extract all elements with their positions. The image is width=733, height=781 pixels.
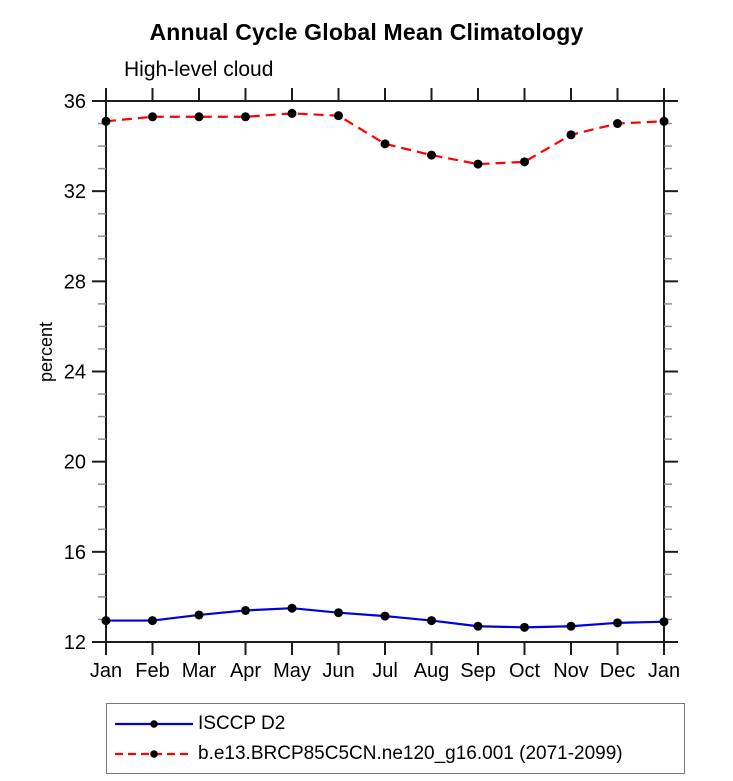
series-1-data-point [566,130,576,140]
legend-sample-isccp [115,719,193,728]
y-tick-label: 36 [64,91,86,113]
series-1-data-point [148,112,157,122]
y-axis-title: percent [36,322,56,382]
series-0-data-point [613,618,622,628]
series-1-data-point [473,159,483,169]
series-0-data-point [566,621,576,631]
legend-box: ISCCP D2 b.e13.BRCP85C5CN.ne120_g16.001 … [106,703,685,774]
y-tick-label: 20 [64,452,86,474]
y-tick-label: 12 [64,632,86,654]
x-tick-label: Jul [372,660,398,682]
series-0-data-point [194,610,204,620]
x-tick-label: Sep [460,660,496,682]
series-1-data-point [101,116,111,126]
series-1-data-point [334,111,343,121]
y-tick-label: 24 [64,362,86,384]
series-1-data-point [659,116,669,126]
series-1-data-point [287,108,297,118]
legend-label-isccp: ISCCP D2 [198,712,286,734]
series-0-data-point [473,621,483,631]
y-tick-label: 28 [64,271,86,293]
x-tick-label: Jun [322,660,354,682]
legend-label-model: b.e13.BRCP85C5CN.ne120_g16.001 (2071-209… [198,742,623,764]
y-tick-label: 16 [64,542,86,564]
series-0-data-point [659,617,669,627]
series-1-data-point [427,150,436,160]
legend-entry-isccp: ISCCP D2 [113,712,684,734]
plot-frame [105,100,665,643]
series-0-data-point [287,603,297,613]
series-1-data-point [194,112,204,122]
series-0-data-point [427,616,436,626]
plot-area: Jan Feb Mar Apr May Jun Jul Aug Sep Oct Nov Dec Jan1… [36,88,680,682]
series-0-data-point [380,611,390,621]
x-tick-label: Mar [182,660,217,682]
legend-marker-dot [150,719,158,728]
series-0-data-point [520,622,529,632]
series-line-1 [105,112,665,166]
series-1-data-point [520,157,529,167]
series-0-data-point [241,605,250,615]
x-tick-label: Nov [553,660,589,682]
series-1-data-point [613,119,622,129]
chart-subtitle: High-level cloud [124,58,274,81]
series-1-data-point [241,112,250,122]
x-tick-label: Feb [135,660,169,682]
x-tick-label: Aug [414,660,450,682]
series-0-data-point [148,616,157,626]
x-tick-label: May [273,660,311,682]
legend-entry-model: b.e13.BRCP85C5CN.ne120_g16.001 (2071-209… [113,742,684,764]
x-tick-label: Dec [600,660,636,682]
x-tick-label: Jan [648,660,680,682]
series-0-data-point [334,608,343,618]
x-tick-label: Apr [230,660,261,682]
legend-sample-model [115,749,193,758]
series-1-data-point [380,139,390,149]
series-0-data-point [101,616,111,626]
x-tick-label: Jan [90,660,122,682]
x-tick-label: Oct [509,660,541,682]
legend-marker-dot [150,749,158,758]
y-tick-label: 32 [64,181,86,203]
chart-title: Annual Cycle Global Mean Climatology [149,19,584,45]
